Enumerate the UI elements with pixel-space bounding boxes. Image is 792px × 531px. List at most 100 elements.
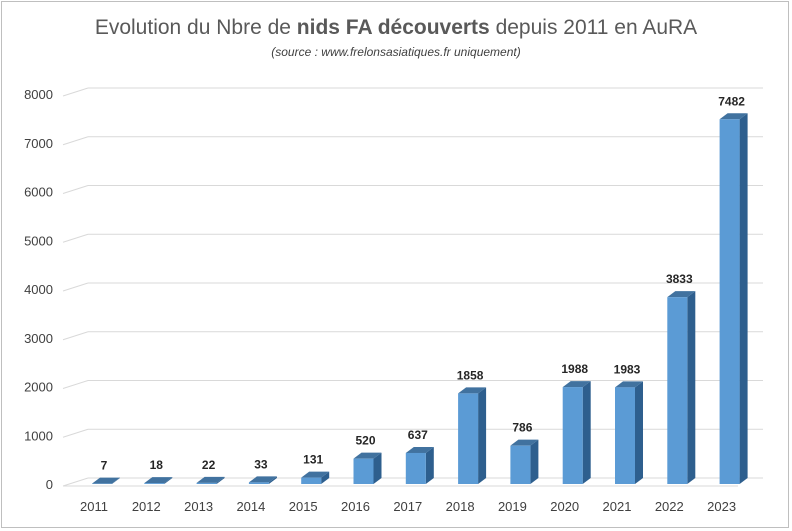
bar-top-face xyxy=(92,477,120,484)
chart-title: Evolution du Nbre de nids FA découverts … xyxy=(0,16,792,40)
bar-top-face xyxy=(719,113,748,120)
bar-front-face xyxy=(353,458,374,484)
bar xyxy=(248,476,277,484)
x-tick-label: 2018 xyxy=(446,499,475,514)
data-label: 637 xyxy=(408,428,428,442)
bar-top-face xyxy=(301,471,330,478)
bar-front-face xyxy=(301,477,322,484)
chart-title-suffix: depuis 2011 en AuRA xyxy=(489,16,698,39)
gridline-side xyxy=(62,136,89,146)
bar xyxy=(458,387,487,484)
y-tick-label: 5000 xyxy=(24,233,53,248)
y-tick-label: 7000 xyxy=(24,136,53,151)
x-tick-label: 2011 xyxy=(80,499,108,514)
data-label: 1983 xyxy=(614,362,641,376)
data-label: 22 xyxy=(202,458,216,472)
x-tick-label: 2022 xyxy=(655,499,684,514)
x-tick-label: 2020 xyxy=(550,499,579,514)
bar-top-face xyxy=(562,381,591,388)
gridline-side xyxy=(62,428,89,438)
bar-front-face xyxy=(458,393,479,484)
x-tick-label: 2021 xyxy=(603,499,632,514)
bar xyxy=(301,471,330,484)
bar-front-face xyxy=(667,297,688,484)
gridline-side xyxy=(62,380,89,389)
x-tick-label: 2015 xyxy=(289,499,318,514)
bar-side-face xyxy=(373,452,382,484)
bar-side-face xyxy=(425,446,434,484)
data-label: 131 xyxy=(303,453,323,467)
bar-top-face xyxy=(248,476,277,483)
y-tick-label: 0 xyxy=(46,477,53,492)
bar-front-face xyxy=(196,482,217,484)
data-labels: 7 18 22 33 131 520 637 1858 786 1988 1983 3833 7482 xyxy=(101,94,746,472)
gridline-side xyxy=(62,233,89,243)
bar-side-face xyxy=(478,387,487,484)
bar-front-face xyxy=(405,452,426,484)
bar xyxy=(719,113,748,484)
y-tick-label: 4000 xyxy=(24,282,53,297)
data-label: 1988 xyxy=(561,362,588,376)
bar-top-face xyxy=(144,477,173,484)
chart-subtitle: (source : www.frelonsasiatiques.fr uniqu… xyxy=(271,45,521,59)
bar-side-face xyxy=(582,381,591,484)
bar xyxy=(353,452,382,484)
bar-front-face xyxy=(510,445,531,484)
bar-side-face xyxy=(268,476,277,484)
bar-side-face xyxy=(216,476,225,484)
x-axis-tick-labels: 2011 2012 2013 2014 2015 2016 2017 2018 2019 2020… xyxy=(80,499,736,514)
gridline-side xyxy=(62,185,89,194)
gridline-side xyxy=(62,87,89,97)
data-label: 7 xyxy=(101,459,108,473)
bar-side-face xyxy=(739,113,748,484)
bar-top-face xyxy=(458,387,487,394)
bar-side-face xyxy=(112,477,120,484)
bar xyxy=(144,477,173,484)
y-tick-label: 8000 xyxy=(24,87,53,102)
data-label: 520 xyxy=(355,434,375,448)
bar-side-face xyxy=(321,471,330,484)
bar-front-face xyxy=(719,119,740,484)
bar-top-face xyxy=(615,381,643,388)
data-label: 7482 xyxy=(718,94,745,108)
bar-side-face xyxy=(530,439,539,484)
x-tick-label: 2017 xyxy=(393,499,422,514)
bar xyxy=(92,477,120,484)
bar xyxy=(510,439,539,484)
x-tick-label: 2016 xyxy=(341,499,370,514)
bar-front-face xyxy=(562,387,583,484)
y-axis-tick-labels: 0 1000 2000 3000 4000 5000 6000 7000 8000 xyxy=(24,87,53,492)
x-tick-label: 2013 xyxy=(184,499,213,514)
bar xyxy=(562,381,591,484)
bar-top-face xyxy=(510,439,539,446)
data-label: 33 xyxy=(254,457,268,471)
bar-top-face xyxy=(405,446,434,453)
gridline-side xyxy=(62,282,89,292)
x-tick-label: 2012 xyxy=(132,499,161,514)
x-tick-label: 2019 xyxy=(498,499,527,514)
y-tick-label: 3000 xyxy=(24,331,53,346)
data-label: 3833 xyxy=(666,272,693,286)
bar xyxy=(667,291,696,484)
bar xyxy=(196,476,225,484)
bar-top-face xyxy=(196,476,225,483)
bar xyxy=(615,381,643,484)
bar-front-face xyxy=(144,483,165,484)
bars xyxy=(92,113,748,484)
bar-front-face xyxy=(615,387,635,484)
data-label: 18 xyxy=(150,458,164,472)
x-tick-label: 2014 xyxy=(236,499,265,514)
bar-top-face xyxy=(353,452,382,459)
bar-front-face xyxy=(248,482,269,484)
bar-side-face xyxy=(164,477,173,484)
bar-side-face xyxy=(635,381,643,484)
chart-title-emphasis: nids FA découverts xyxy=(296,16,490,39)
gridlines xyxy=(62,87,763,487)
y-tick-label: 2000 xyxy=(24,380,53,395)
bar-side-face xyxy=(687,291,696,484)
bar xyxy=(405,446,434,484)
gridline-side xyxy=(62,331,89,341)
y-tick-label: 6000 xyxy=(24,185,53,200)
